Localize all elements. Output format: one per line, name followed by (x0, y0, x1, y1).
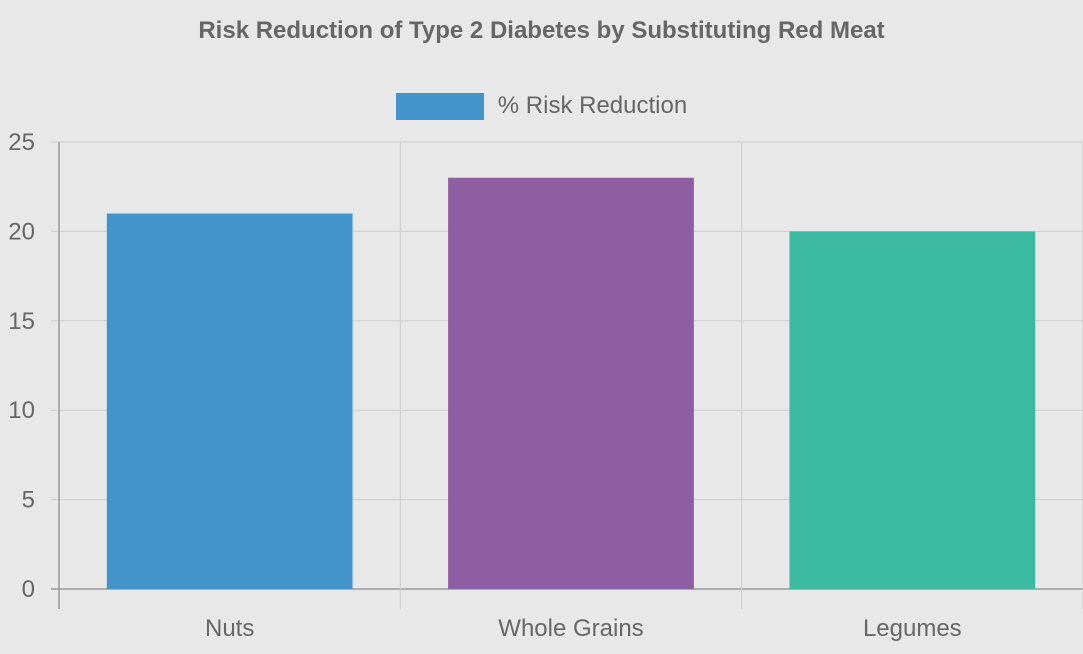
bar-legumes[interactable] (789, 231, 1036, 589)
x-tick-label-nuts: Nuts (205, 615, 254, 642)
y-tick-label-10: 10 (8, 397, 35, 424)
y-tick-label-25: 25 (8, 129, 35, 156)
y-tick-label-20: 20 (8, 218, 35, 245)
bar-nuts[interactable] (106, 213, 353, 589)
legend-label[interactable]: % Risk Reduction (497, 92, 688, 119)
bar-whole-grains[interactable] (448, 177, 694, 589)
x-tick-label-legumes: Legumes (863, 615, 962, 642)
legend-swatch[interactable] (395, 92, 484, 120)
y-tick-label-0: 0 (22, 576, 35, 603)
y-tick-label-15: 15 (8, 308, 35, 335)
legend[interactable]: % Risk Reduction (0, 92, 1083, 120)
y-tick-label-5: 5 (22, 487, 35, 514)
chart-title: Risk Reduction of Type 2 Diabetes by Sub… (198, 17, 885, 44)
x-tick-label-whole-grains: Whole Grains (498, 615, 643, 642)
